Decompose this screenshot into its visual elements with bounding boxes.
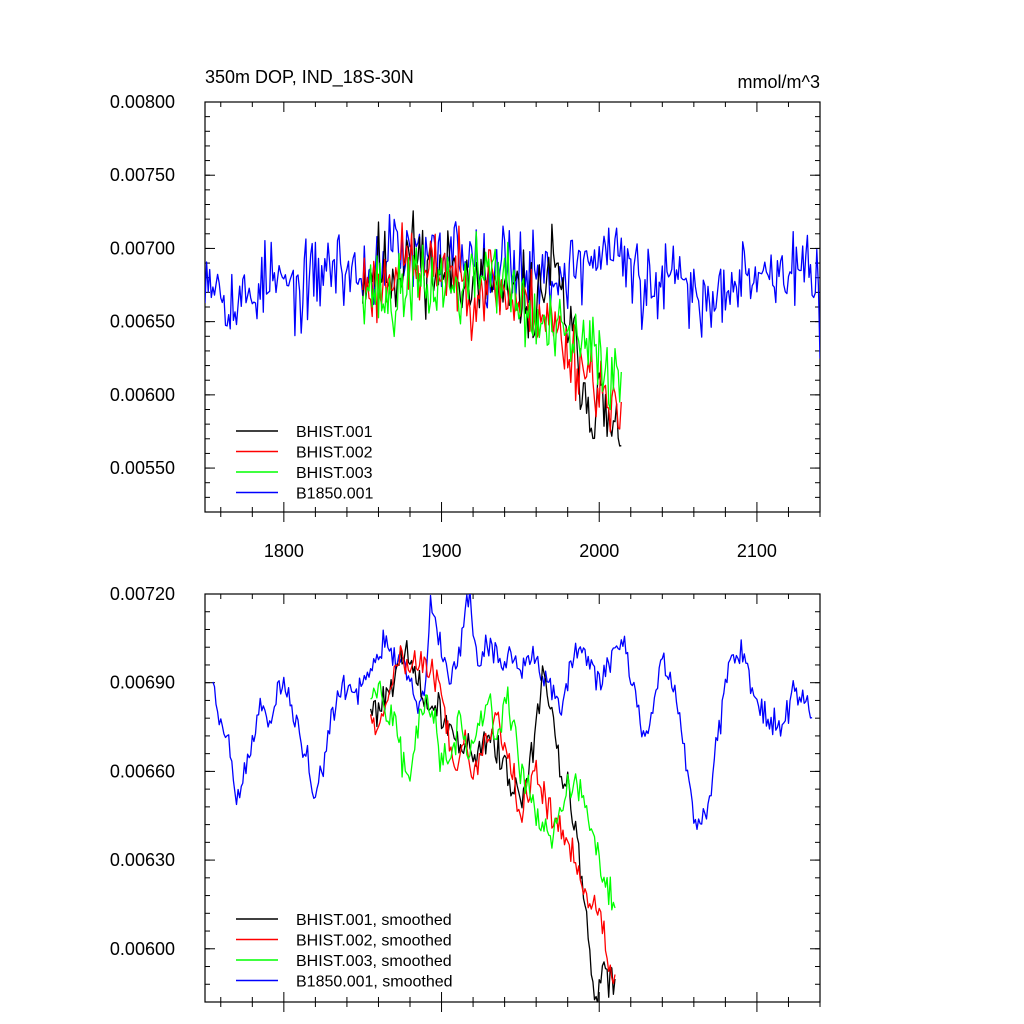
legend-label: BHIST.003 xyxy=(296,465,373,482)
y-tick-label: 0.00720 xyxy=(110,584,175,604)
y-tick-label: 0.00690 xyxy=(110,673,175,693)
legend-label: BHIST.002 xyxy=(296,445,373,462)
legend-label: B1850.001, smoothed xyxy=(296,974,453,991)
y-tick-label: 0.00600 xyxy=(110,385,175,405)
legend-label: BHIST.001 xyxy=(296,424,373,441)
y-tick-label: 0.00550 xyxy=(110,458,175,478)
top-panel-units: mmol/m^3 xyxy=(738,72,820,92)
top-panel: 350m DOP, IND_18S-30N mmol/m^3 0.00550 0.… xyxy=(110,67,821,561)
plot-frame xyxy=(204,593,821,1003)
y-tick-label: 0.00630 xyxy=(110,850,175,870)
top-panel-title: 350m DOP, IND_18S-30N xyxy=(205,67,414,88)
legend-label: BHIST.001, smoothed xyxy=(296,912,452,929)
y-tick-label: 0.00800 xyxy=(110,92,175,112)
y-tick-label: 0.00750 xyxy=(110,165,175,185)
y-tick-label: 0.00660 xyxy=(110,761,175,781)
x-tick-label: 1800 xyxy=(264,541,304,561)
series-line-b1850-001-smoothed xyxy=(212,594,813,831)
x-tick-label: 2100 xyxy=(737,541,777,561)
bottom-panel: 0.00600 0.00630 0.00660 0.00690 0.00720 BHIST… xyxy=(110,584,821,1012)
series-line-b1850-001 xyxy=(205,213,820,359)
y-tick-label: 0.00600 xyxy=(110,939,175,959)
legend-label: BHIST.003, smoothed xyxy=(296,953,452,970)
legend-label: B1850.001 xyxy=(296,486,374,503)
series-line-bhist-003-smoothed xyxy=(370,680,616,911)
legend-label: BHIST.002, smoothed xyxy=(296,933,452,950)
x-tick-label: 1900 xyxy=(422,541,462,561)
y-tick-label: 0.00650 xyxy=(110,312,175,332)
y-tick-label: 0.00700 xyxy=(110,238,175,258)
x-tick-label: 2000 xyxy=(579,541,619,561)
series-line-bhist-003 xyxy=(362,231,622,411)
